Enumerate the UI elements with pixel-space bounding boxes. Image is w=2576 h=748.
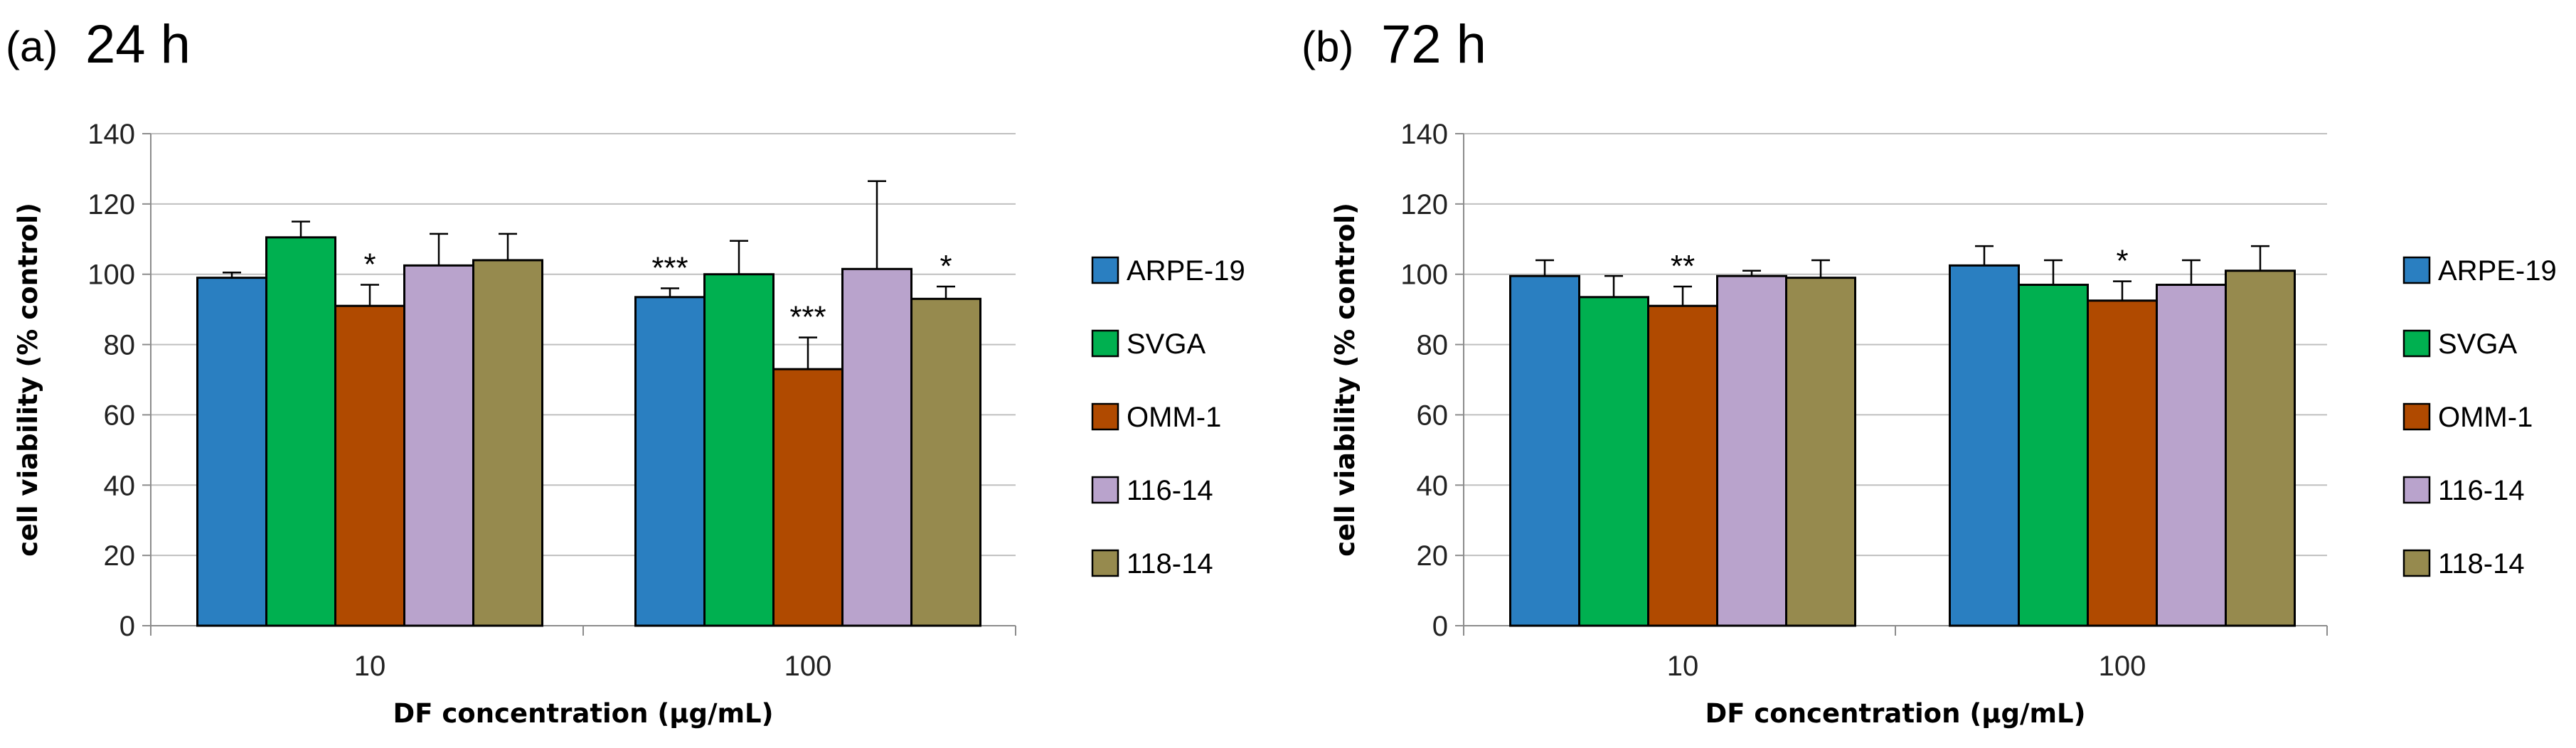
panel-label: (b) (1302, 23, 1353, 70)
bar-118-14-100 (2225, 269, 2296, 627)
bar-omm-1-100 (2087, 299, 2158, 627)
legend-swatch (2402, 402, 2431, 431)
panel-title: 24 h (85, 14, 191, 75)
legend-label: 118-14 (1127, 548, 1213, 579)
bar-116-14-10 (1716, 274, 1787, 627)
y-tick-label: 100 (87, 260, 135, 291)
legend-swatch (1091, 476, 1119, 504)
legend-swatch (2402, 549, 2431, 577)
significance-label: * (2116, 244, 2128, 279)
legend-label: OMM-1 (1127, 402, 1221, 433)
chart-panel-b: (b) 72 h 0 20 40 60 80 100 120 140 ** 10 * 100 DF conc… (1302, 14, 2557, 729)
x-axis-title: DF concentration (µg/mL) (1705, 698, 2085, 729)
bar-arpe-19-100 (1949, 264, 2020, 627)
legend-label: OMM-1 (2438, 402, 2533, 433)
x-category-label: 100 (784, 651, 832, 682)
bar-116-14-10 (403, 264, 474, 627)
bar-svga-10 (265, 236, 336, 627)
y-tick-label: 20 (1417, 540, 1449, 572)
bar-arpe-19-10 (196, 277, 267, 627)
legend-label: ARPE-19 (1127, 255, 1245, 287)
panel-label: (a) (6, 23, 58, 70)
y-tick-label: 20 (104, 540, 136, 572)
bar-arpe-19-10 (1509, 274, 1580, 627)
x-category-label: 100 (2099, 651, 2146, 682)
bar-arpe-19-100 (634, 296, 706, 627)
significance-label: * (363, 247, 376, 282)
y-axis-title: cell viability (% control) (1330, 203, 1361, 557)
significance-label: * (940, 249, 952, 284)
y-tick-label: 80 (1417, 330, 1449, 361)
y-tick-label: 100 (1400, 260, 1448, 291)
y-tick-label: 140 (1400, 119, 1448, 150)
y-axis-title: cell viability (% control) (13, 203, 43, 557)
legend-label: SVGA (1127, 328, 1205, 360)
y-tick-label: 60 (1417, 400, 1449, 431)
bar-118-14-10 (472, 259, 543, 627)
x-category-label: 10 (354, 651, 386, 682)
legend-label: ARPE-19 (2438, 255, 2557, 287)
y-tick-label: 120 (1400, 189, 1448, 220)
significance-label: *** (789, 300, 826, 335)
legend-label: 116-14 (2438, 475, 2525, 506)
bar-svga-100 (703, 273, 775, 627)
legend-swatch (1091, 256, 1119, 284)
legend-label: 116-14 (1127, 475, 1213, 506)
chart-panel-a: (a) 24 h020406080100120140*10*******100DF… (6, 14, 1245, 729)
bar-118-14-100 (910, 297, 981, 627)
legend-swatch (2402, 256, 2431, 284)
bar-116-14-100 (841, 267, 912, 627)
significance-label: ** (1671, 249, 1695, 284)
significance-label: *** (651, 250, 688, 285)
y-tick-label: 60 (104, 400, 136, 431)
legend-swatch (2402, 329, 2431, 358)
bar-omm-1-10 (334, 304, 405, 627)
bar-omm-1-100 (772, 368, 843, 627)
x-category-label: 10 (1667, 651, 1699, 682)
legend-label: 118-14 (2438, 548, 2525, 579)
legend-swatch (1091, 549, 1119, 577)
y-tick-label: 80 (104, 330, 136, 361)
legend-swatch (1091, 329, 1119, 358)
y-tick-label: 40 (1417, 470, 1449, 501)
bar-svga-10 (1578, 296, 1649, 627)
y-tick-label: 0 (1432, 611, 1448, 642)
panel-title: 72 h (1381, 14, 1486, 75)
y-tick-label: 120 (87, 189, 135, 220)
legend-swatch (2402, 476, 2431, 504)
bar-svga-100 (2018, 284, 2089, 627)
bar-omm-1-10 (1647, 304, 1718, 627)
legend: ARPE-19 SVGA OMM-1 116-14 118-14 (2402, 255, 2557, 579)
y-tick-label: 40 (104, 470, 136, 501)
y-tick-label: 140 (87, 119, 135, 150)
x-axis-title: DF concentration (µg/mL) (393, 698, 773, 729)
legend: ARPE-19 SVGA OMM-1 116-14 118-14 (1091, 255, 1245, 579)
y-tick-label: 0 (119, 611, 135, 642)
legend-swatch (1091, 402, 1119, 431)
bar-116-14-100 (2156, 284, 2227, 627)
legend-label: SVGA (2438, 328, 2517, 360)
bar-118-14-10 (1785, 277, 1856, 627)
